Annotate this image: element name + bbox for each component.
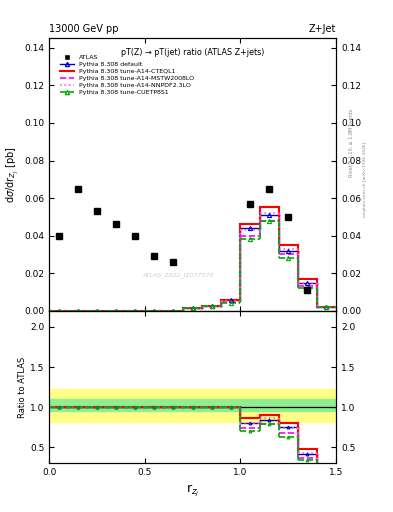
- Bar: [107, 399, 126, 411]
- Text: Z+Jet: Z+Jet: [309, 24, 336, 34]
- Bar: [145, 390, 164, 421]
- Bar: [87, 390, 107, 421]
- Bar: [298, 399, 317, 411]
- Text: pT(Z) → pT(jet) ratio (ATLAS Z+jets): pT(Z) → pT(jet) ratio (ATLAS Z+jets): [121, 48, 264, 57]
- Bar: [241, 390, 259, 421]
- Bar: [259, 399, 279, 411]
- Bar: [279, 390, 298, 421]
- Text: mcplots.cern.ch [arXiv:1306.3436]: mcplots.cern.ch [arXiv:1306.3436]: [364, 142, 367, 217]
- Bar: [126, 390, 145, 421]
- Bar: [183, 390, 202, 421]
- Bar: [145, 399, 164, 411]
- Bar: [317, 399, 336, 411]
- Bar: [221, 390, 241, 421]
- Bar: [68, 399, 87, 411]
- Bar: [126, 399, 145, 411]
- Bar: [49, 399, 68, 411]
- Bar: [164, 390, 183, 421]
- Bar: [259, 390, 279, 421]
- Bar: [107, 390, 126, 421]
- X-axis label: r$_{z_j}$: r$_{z_j}$: [186, 483, 199, 499]
- Bar: [298, 390, 317, 421]
- Bar: [49, 390, 68, 421]
- Text: ATLAS_2022_I2077570: ATLAS_2022_I2077570: [143, 272, 214, 278]
- Bar: [202, 399, 221, 411]
- Bar: [164, 399, 183, 411]
- Text: 13000 GeV pp: 13000 GeV pp: [49, 24, 119, 34]
- Bar: [202, 390, 221, 421]
- Bar: [183, 399, 202, 411]
- Y-axis label: Ratio to ATLAS: Ratio to ATLAS: [18, 356, 27, 418]
- Legend: ATLAS, Pythia 8.308 default, Pythia 8.308 tune-A14-CTEQL1, Pythia 8.308 tune-A14: ATLAS, Pythia 8.308 default, Pythia 8.30…: [58, 52, 197, 97]
- Bar: [68, 390, 87, 421]
- Bar: [87, 399, 107, 411]
- Y-axis label: d$\sigma$/dr$_{Z_j}$ [pb]: d$\sigma$/dr$_{Z_j}$ [pb]: [5, 146, 21, 203]
- Bar: [241, 399, 259, 411]
- Bar: [279, 399, 298, 411]
- Bar: [317, 390, 336, 421]
- Bar: [221, 399, 241, 411]
- Text: Rivet 3.1.10, ≥ 1.8M events: Rivet 3.1.10, ≥ 1.8M events: [349, 109, 354, 178]
